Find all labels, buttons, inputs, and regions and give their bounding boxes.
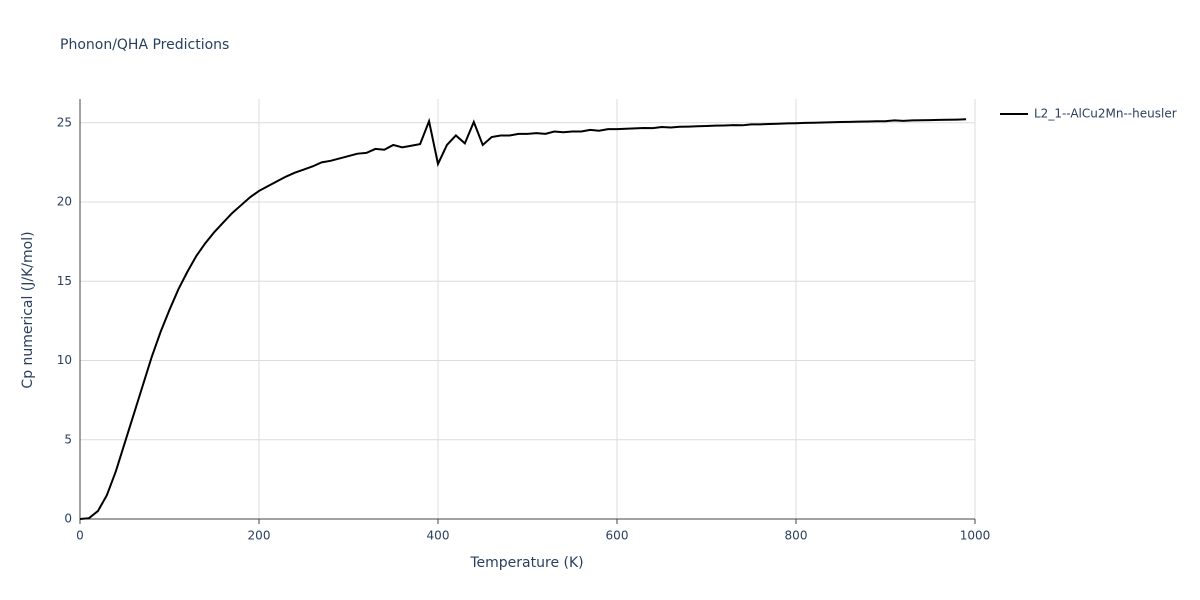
y-tick-label: 5 (64, 432, 72, 446)
x-axis-title: Temperature (K) (469, 555, 583, 571)
x-tick-label: 400 (427, 529, 450, 543)
x-tick-label: 1000 (960, 529, 991, 543)
x-tick-label: 200 (248, 529, 271, 543)
y-axis-title: Cp numerical (J/K/mol) (20, 231, 36, 388)
y-tick-label: 15 (57, 274, 72, 288)
legend-label: L2_1--AlCu2Mn--heusler (1034, 107, 1177, 121)
x-tick-label: 600 (606, 529, 629, 543)
y-tick-label: 25 (57, 115, 72, 129)
x-tick-label: 0 (76, 529, 84, 543)
data-line (79, 117, 967, 520)
y-tick-label: 10 (57, 353, 72, 367)
chart-title: Phonon/QHA Predictions (60, 37, 229, 53)
y-tick-label: 0 (64, 512, 72, 526)
x-tick-label: 800 (785, 529, 808, 543)
y-tick-label: 20 (57, 195, 72, 209)
